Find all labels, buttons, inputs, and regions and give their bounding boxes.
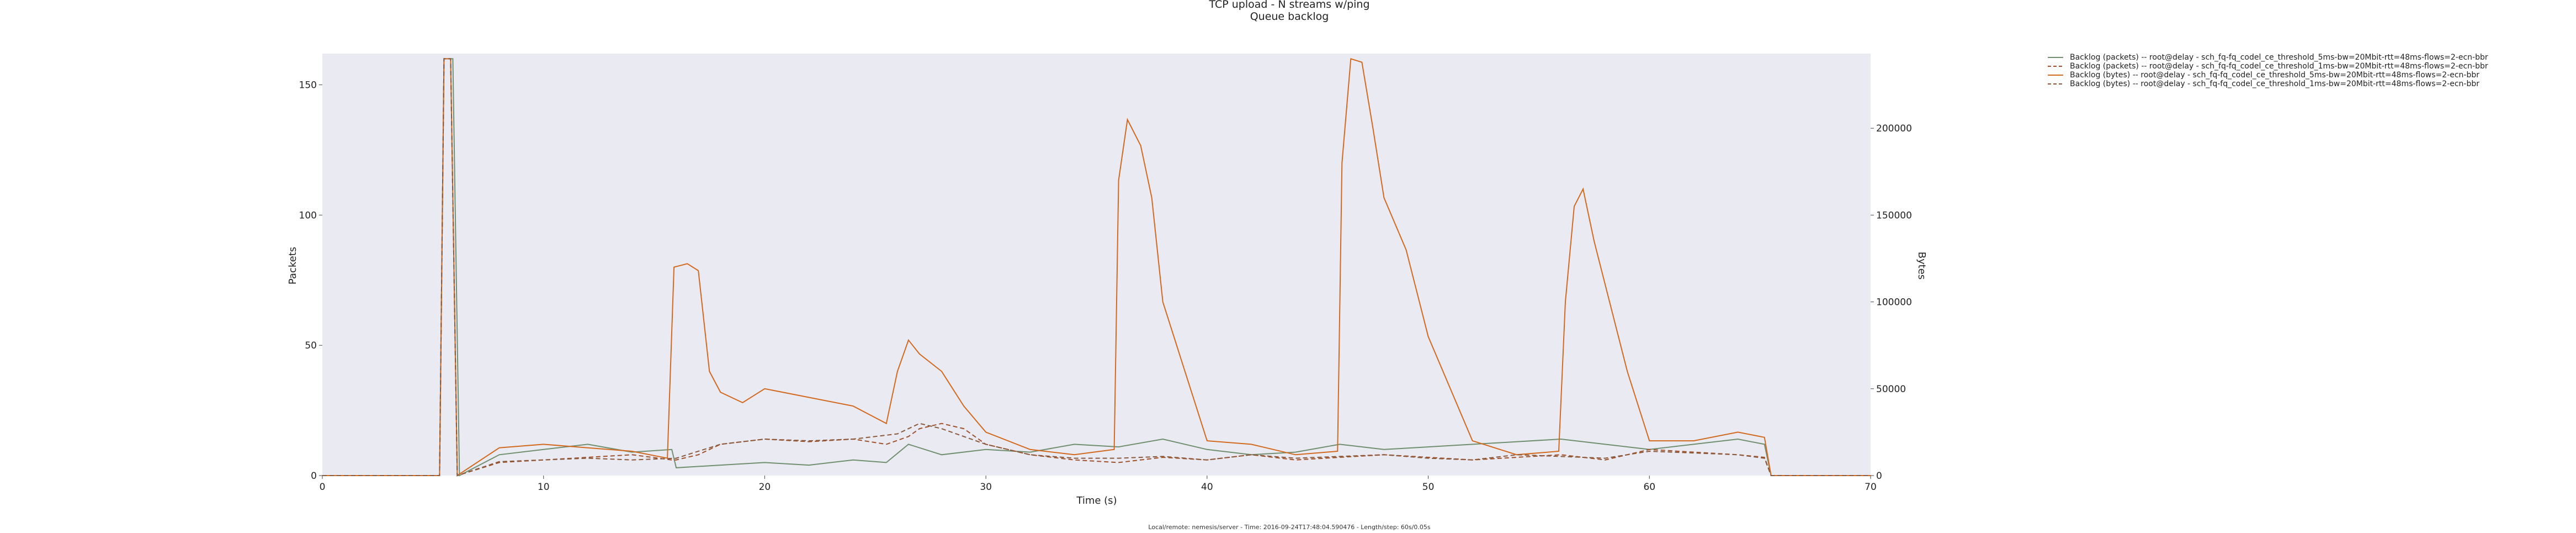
plot-area bbox=[322, 54, 1871, 476]
legend: Backlog (packets) -- root@delay - sch_fq… bbox=[2048, 53, 2488, 88]
legend-label-4: Backlog (bytes) -- root@delay - sch_fq-f… bbox=[2070, 80, 2479, 88]
x-tick-label: 20 bbox=[759, 482, 771, 493]
chart-title: TCP upload - N streams w/ping bbox=[1208, 0, 1369, 10]
legend-label-3: Backlog (bytes) -- root@delay - sch_fq-f… bbox=[2070, 71, 2479, 80]
y-left-tick-label: 0 bbox=[311, 471, 317, 482]
y-right-tick-label: 150000 bbox=[1876, 210, 1912, 221]
x-tick-label: 70 bbox=[1865, 482, 1877, 493]
series-lines bbox=[322, 58, 1871, 477]
y-left-tick-label: 50 bbox=[305, 340, 317, 351]
legend-label-1: Backlog (packets) -- root@delay - sch_fq… bbox=[2070, 53, 2488, 62]
x-axis-ticks: 0 10 20 30 40 50 60 70 bbox=[320, 476, 1877, 493]
y-right-tick-label: 50000 bbox=[1876, 384, 1906, 395]
footer-metadata: Local/remote: nemesis/server - Time: 201… bbox=[1148, 524, 1430, 531]
x-tick-label: 10 bbox=[538, 482, 550, 493]
y-left-tick-label: 100 bbox=[299, 210, 317, 221]
series-line-2 bbox=[322, 58, 1871, 477]
y-axis-label-left: Packets bbox=[287, 247, 299, 284]
x-tick-label: 40 bbox=[1201, 482, 1213, 493]
y-right-tick-label: 100000 bbox=[1876, 297, 1912, 308]
y-left-tick-label: 150 bbox=[299, 80, 317, 91]
chart-subtitle: Queue backlog bbox=[1250, 10, 1329, 23]
x-tick-label: 60 bbox=[1643, 482, 1655, 493]
x-tick-label: 50 bbox=[1422, 482, 1435, 493]
y-right-tick-label: 0 bbox=[1876, 471, 1882, 482]
y-right-tick-label: 200000 bbox=[1876, 123, 1912, 134]
series-line-1 bbox=[322, 58, 1871, 477]
y-axis-ticks-right: 0 50000 100000 150000 200000 bbox=[1871, 123, 1912, 482]
x-tick-label: 0 bbox=[320, 482, 326, 493]
series-line-3 bbox=[322, 58, 1871, 477]
series-line-4 bbox=[322, 58, 1871, 477]
x-axis-label: Time (s) bbox=[1076, 495, 1117, 506]
legend-label-2: Backlog (packets) -- root@delay - sch_fq… bbox=[2070, 62, 2488, 71]
y-axis-label-right: Bytes bbox=[1916, 252, 1927, 280]
x-tick-label: 30 bbox=[980, 482, 992, 493]
y-axis-ticks-left: 0 50 100 150 bbox=[299, 80, 322, 482]
